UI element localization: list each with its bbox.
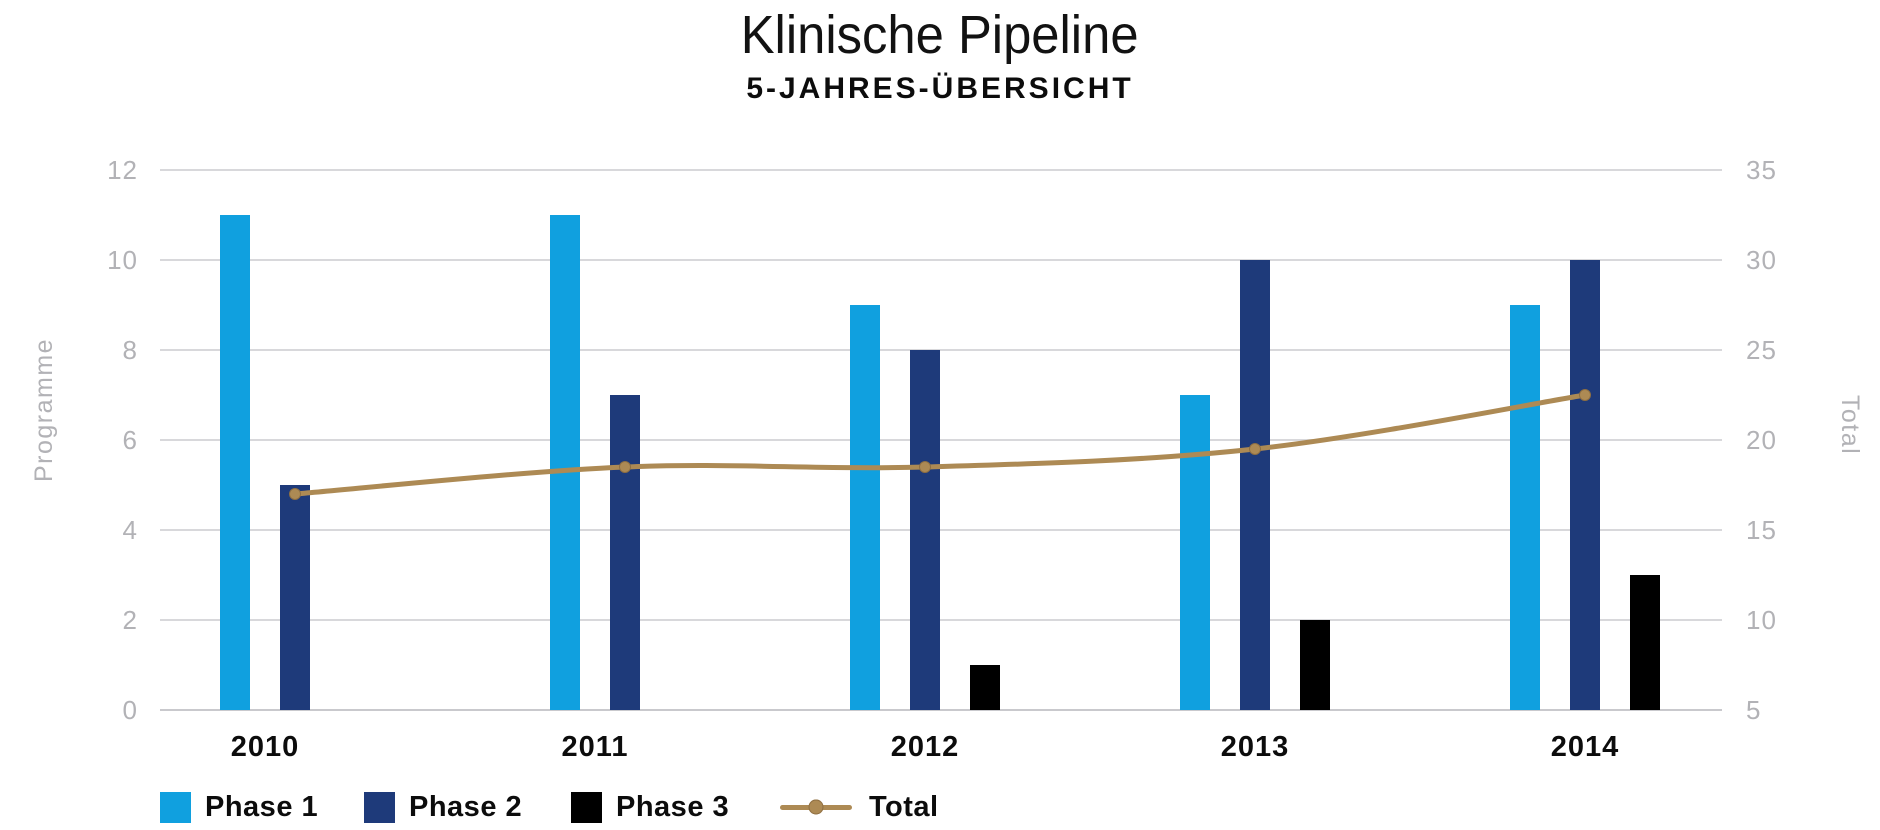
bar-phase-3-2014 [1630,575,1660,710]
legend-swatch-phase-3-icon [571,791,602,823]
legend-item-phase-3[interactable]: Phase 3 [571,790,729,824]
bar-phase-3-2013 [1300,620,1330,710]
y-axis-tick-left: 6 [123,425,138,455]
legend-dot-icon [808,799,824,815]
y-axis-tick-left: 12 [107,155,138,185]
bar-phase-1-2011 [550,215,580,710]
legend-label-total: Total [869,790,939,823]
total-line-marker [1579,389,1591,401]
x-axis-label: 2011 [562,731,629,763]
bar-phase-1-2014 [1510,305,1540,710]
legend-item-phase-1[interactable]: Phase 1 [160,790,318,824]
legend-line-total-icon [780,799,852,815]
chart-subtitle: 5-JAHRES-ÜBERSICHT [746,72,1134,105]
bar-phase-2-2010 [280,485,310,710]
y-axis-tick-left: 4 [123,515,138,545]
total-line-marker [289,488,301,500]
y-axis-title-left: Programme [30,338,58,482]
y-axis-tick-left: 0 [123,695,138,725]
y-axis-title-right: Total [1836,395,1864,455]
bar-phase-3-2012 [970,665,1000,710]
legend-label-phase-1: Phase 1 [205,790,319,823]
x-axis-label: 2010 [231,731,300,763]
bar-phase-2-2012 [910,350,940,710]
x-axis-label: 2012 [891,731,960,763]
bar-phase-1-2012 [850,305,880,710]
legend-item-phase-2[interactable]: Phase 2 [364,790,522,824]
legend-label-phase-3: Phase 3 [616,790,730,823]
y-axis-tick-right: 5 [1746,695,1761,725]
x-axis-label: 2013 [1221,731,1290,763]
y-axis-tick-right: 15 [1746,515,1777,545]
total-line-marker [919,461,931,473]
y-axis-tick-left: 2 [123,605,138,635]
y-axis-tick-right: 10 [1746,605,1777,635]
y-axis-tick-right: 30 [1746,245,1777,275]
y-axis-tick-right: 25 [1746,335,1777,365]
y-axis-tick-left: 10 [107,245,138,275]
total-line-marker [1249,443,1261,455]
bar-phase-2-2011 [610,395,640,710]
y-axis-tick-left: 8 [123,335,138,365]
bar-phase-2-2014 [1570,260,1600,710]
y-axis-tick-right: 35 [1746,155,1777,185]
chart-title-text: Klinische Pipeline [741,5,1139,65]
legend-label-phase-2: Phase 2 [409,790,523,823]
x-axis-label: 2014 [1551,731,1620,763]
bar-phase-1-2010 [220,215,250,710]
y-axis-tick-right: 20 [1746,425,1777,455]
bar-phase-2-2013 [1240,260,1270,710]
bar-phase-1-2013 [1180,395,1210,710]
legend-item-total[interactable]: Total [780,790,939,824]
legend-swatch-phase-2-icon [364,791,395,823]
chart-title: Klinische Pipeline [0,6,1880,64]
total-line-marker [619,461,631,473]
legend-swatch-phase-1-icon [160,791,191,823]
